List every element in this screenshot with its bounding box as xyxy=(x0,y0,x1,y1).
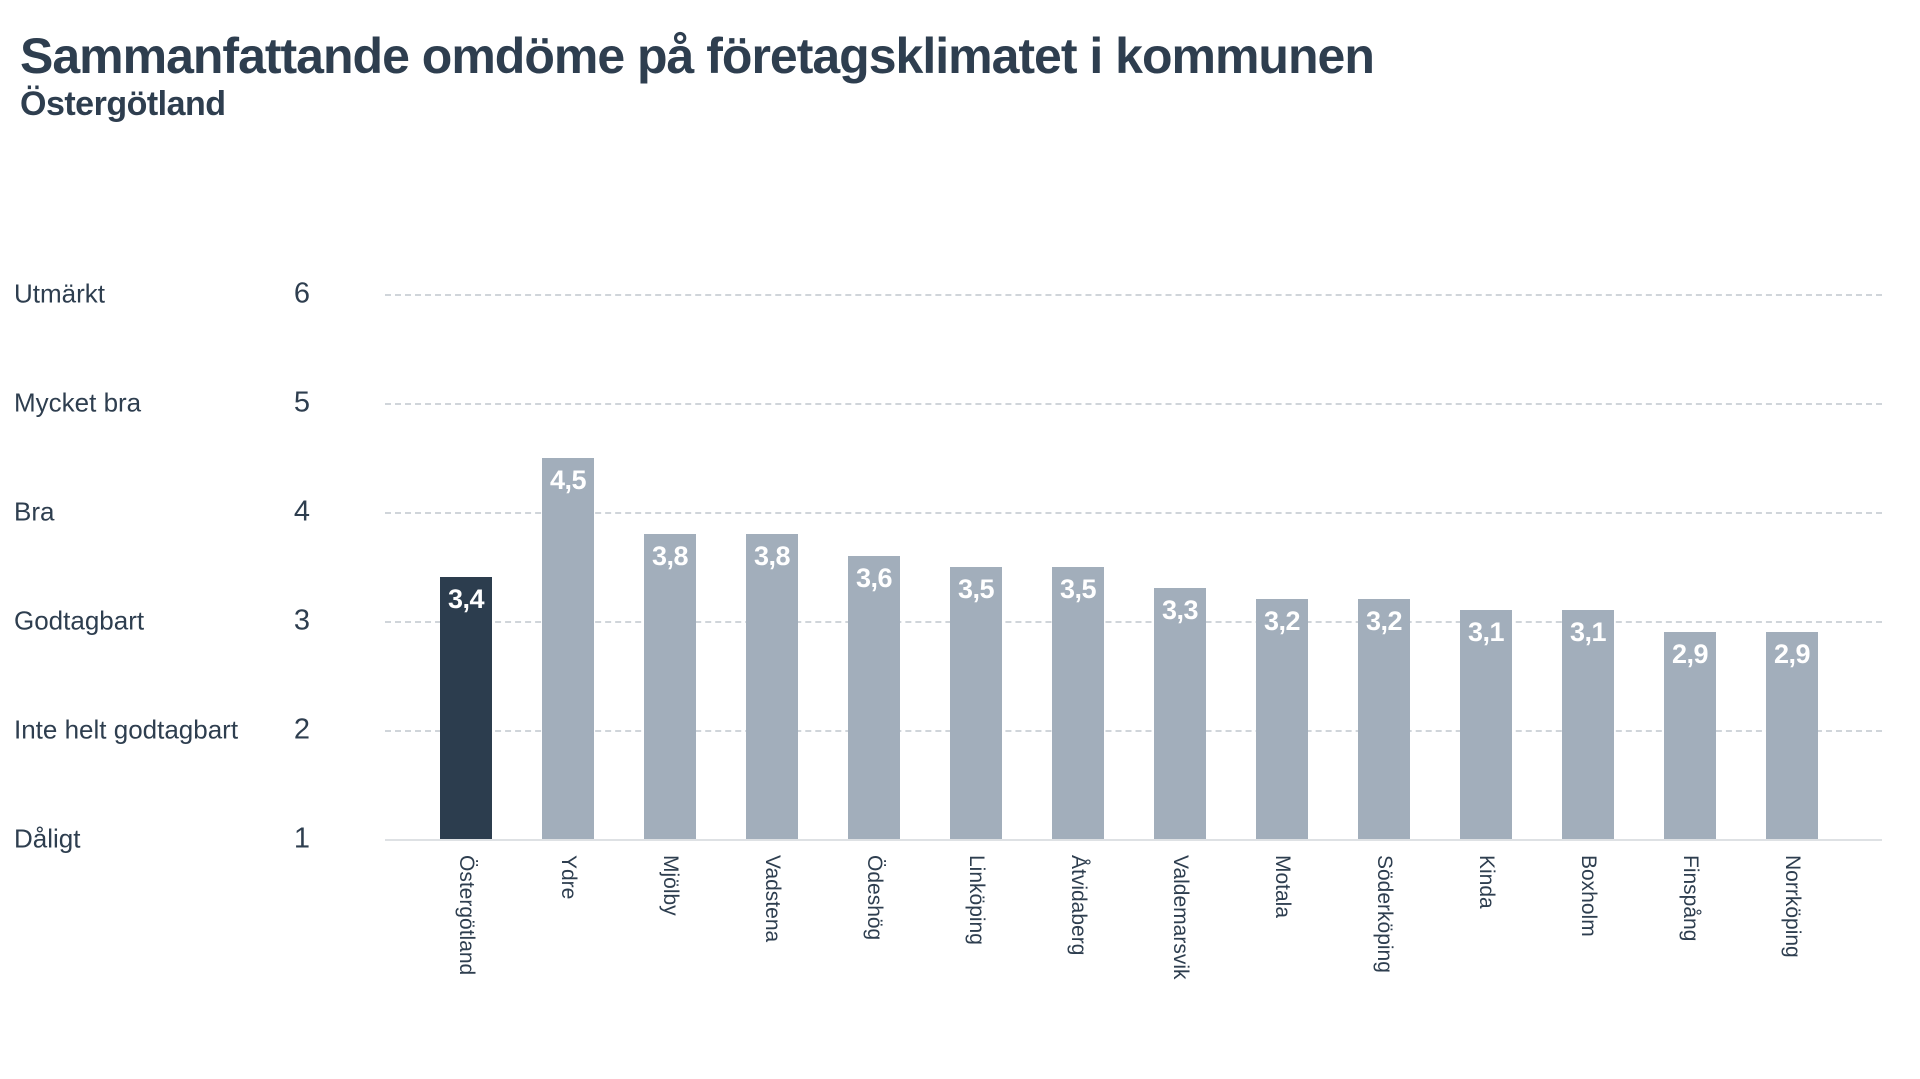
bar-slot: 3,6 xyxy=(823,555,925,839)
bar-mjölby: 3,8 xyxy=(644,533,696,839)
x-label-slot: Norrköping xyxy=(1741,855,1843,979)
y-category-label: Bra xyxy=(14,496,55,527)
bar-östergötland: 3,4 xyxy=(440,577,492,839)
x-category-label: Motala xyxy=(1271,855,1294,919)
bar-slot: 3,2 xyxy=(1333,599,1435,839)
x-category-label: Ydre xyxy=(557,855,580,900)
x-label-slot: Valdemarsvik xyxy=(1129,855,1231,979)
bar-slot: 3,8 xyxy=(619,533,721,839)
x-label-slot: Mjölby xyxy=(619,855,721,979)
gridline xyxy=(385,730,1882,732)
bar-slot: 3,4 xyxy=(415,577,517,839)
x-label-slot: Åtvidaberg xyxy=(1027,855,1129,979)
bar-value-label: 3,8 xyxy=(753,540,791,571)
bar-chart: Utmärkt 6 Mycket bra 5 Bra 4 Godtagbart 3 Inte h… xyxy=(0,278,1920,1079)
bar-slot: 2,9 xyxy=(1639,631,1741,839)
x-label-slot: Boxholm xyxy=(1537,855,1639,979)
bar-slot: 3,5 xyxy=(925,566,1027,839)
x-category-label: Mjölby xyxy=(659,855,682,916)
x-category-label: Valdemarsvik xyxy=(1169,855,1192,980)
x-label-slot: Kinda xyxy=(1435,855,1537,979)
y-tick-label: 3 xyxy=(293,604,310,637)
bar-ydre: 4,5 xyxy=(542,457,594,839)
bar-slot: 2,9 xyxy=(1741,631,1843,839)
x-category-label: Linköping xyxy=(965,855,988,945)
x-category-label: Ödeshög xyxy=(863,855,886,941)
bar-norrköping: 2,9 xyxy=(1766,631,1818,839)
bar-value-label: 3,2 xyxy=(1263,606,1301,637)
bar-value-label: 3,1 xyxy=(1467,617,1505,648)
y-category-label: Inte helt godtagbart xyxy=(14,714,239,745)
bar-söderköping: 3,2 xyxy=(1358,599,1410,839)
x-category-label: Östergötland xyxy=(455,855,478,976)
y-tick-label: 1 xyxy=(293,822,310,855)
bar-value-label: 3,1 xyxy=(1569,617,1607,648)
page-title: Sammanfattande omdöme på företagsklimate… xyxy=(20,28,1375,84)
bar-slot: 3,1 xyxy=(1435,610,1537,839)
page-subtitle: Östergötland xyxy=(20,84,226,123)
bar-vadstena: 3,8 xyxy=(746,533,798,839)
bar-valdemarsvik: 3,3 xyxy=(1154,588,1206,839)
bar-value-label: 3,4 xyxy=(447,584,485,615)
bar-value-label: 3,2 xyxy=(1365,606,1403,637)
bar-value-label: 3,5 xyxy=(957,573,995,604)
bar-åtvidaberg: 3,5 xyxy=(1052,566,1104,839)
gridline xyxy=(385,403,1882,405)
bar-slot: 3,1 xyxy=(1537,610,1639,839)
x-label-slot: Söderköping xyxy=(1333,855,1435,979)
y-category-label: Utmärkt xyxy=(14,278,105,309)
y-tick-label: 4 xyxy=(293,495,310,528)
bar-slot: 4,5 xyxy=(517,457,619,839)
x-label-slot: Linköping xyxy=(925,855,1027,979)
bar-kinda: 3,1 xyxy=(1460,610,1512,839)
x-label-slot: Ydre xyxy=(517,855,619,979)
bar-value-label: 3,6 xyxy=(855,562,893,593)
y-tick-label: 2 xyxy=(293,713,310,746)
bar-boxholm: 3,1 xyxy=(1562,610,1614,839)
x-category-label: Åtvidaberg xyxy=(1067,855,1090,956)
bar-value-label: 4,5 xyxy=(549,464,587,495)
y-category-label: Mycket bra xyxy=(14,387,142,418)
bar-motala: 3,2 xyxy=(1256,599,1308,839)
bar-slot: 3,8 xyxy=(721,533,823,839)
x-label-slot: Vadstena xyxy=(721,855,823,979)
x-category-label: Boxholm xyxy=(1577,855,1600,937)
x-label-slot: Östergötland xyxy=(415,855,517,979)
x-label-slot: Motala xyxy=(1231,855,1333,979)
gridline xyxy=(385,294,1882,296)
x-axis: Östergötland Ydre Mjölby Vadstena Ödeshög Lin… xyxy=(415,855,1843,979)
bar-slot: 3,5 xyxy=(1027,566,1129,839)
x-category-label: Kinda xyxy=(1475,855,1498,909)
x-label-slot: Ödeshög xyxy=(823,855,925,979)
bar-value-label: 3,5 xyxy=(1059,573,1097,604)
x-label-slot: Finspång xyxy=(1639,855,1741,979)
plot-area: 3,4 4,5 3,8 3,8 3,6 3,5 3,5 3,3 3,2 3,2 3,1 3,1 2,9 2… xyxy=(415,294,1843,839)
y-tick-label: 6 xyxy=(293,277,310,310)
bar-value-label: 3,8 xyxy=(651,540,689,571)
y-category-label: Dåligt xyxy=(14,823,81,854)
bar-value-label: 3,3 xyxy=(1161,595,1199,626)
bar-value-label: 2,9 xyxy=(1773,638,1811,669)
gridline xyxy=(385,512,1882,514)
x-category-label: Söderköping xyxy=(1373,855,1396,973)
x-category-label: Norrköping xyxy=(1781,855,1804,958)
bar-slot: 3,3 xyxy=(1129,588,1231,839)
bar-linköping: 3,5 xyxy=(950,566,1002,839)
x-category-label: Vadstena xyxy=(761,855,784,943)
gridline xyxy=(385,621,1882,623)
axis-baseline xyxy=(385,839,1882,841)
bar-finspång: 2,9 xyxy=(1664,631,1716,839)
bar-value-label: 2,9 xyxy=(1671,638,1709,669)
y-category-label: Godtagbart xyxy=(14,605,145,636)
bar-ödeshög: 3,6 xyxy=(848,555,900,839)
y-tick-label: 5 xyxy=(293,386,310,419)
x-category-label: Finspång xyxy=(1679,855,1702,942)
bar-slot: 3,2 xyxy=(1231,599,1333,839)
